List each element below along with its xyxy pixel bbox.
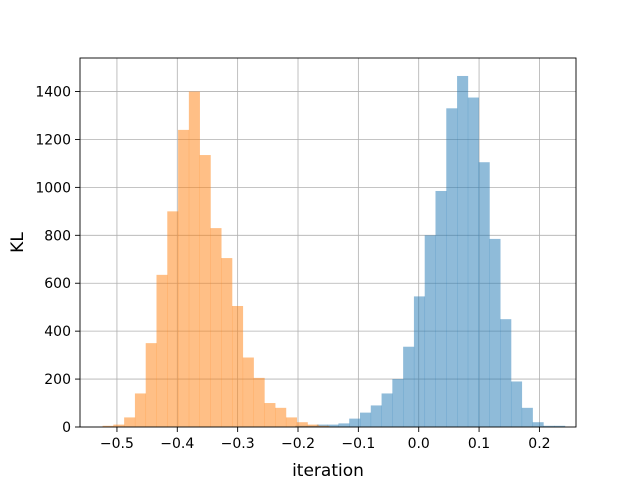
histogram-bar-series-2 [318,425,330,427]
histogram-bar-series-2 [102,425,114,427]
histogram-bar-series-2 [178,129,190,427]
histogram-bar-series-1 [554,425,566,427]
histogram-bar-series-1 [360,412,372,427]
histogram-bars [102,75,566,428]
y-tick-label: 600 [44,276,71,292]
histogram-bar-series-1 [478,162,490,427]
histogram-bar-series-1 [532,422,544,427]
histogram-bar-series-2 [264,403,276,427]
histogram-bar-series-1 [327,424,339,427]
histogram-bar-series-1 [510,381,523,427]
histogram-bar-series-2 [253,377,265,427]
y-tick-label: 200 [44,372,71,388]
histogram-bar-series-2 [156,274,168,427]
histogram-bar-series-1 [521,407,533,427]
y-axis-ticks: 0 200 400 600 800 1000 1200 1400 [35,85,80,436]
y-tick-label: 1400 [35,85,71,101]
x-tick-label: −0.1 [341,436,375,452]
histogram-bar-series-1 [435,190,447,427]
x-axis-label: iteration [292,461,364,480]
histogram-bar-series-2 [242,357,254,427]
x-tick-label: −0.3 [221,436,255,452]
histogram-bar-series-1 [349,418,361,427]
histogram-bar-series-2 [231,305,244,427]
x-tick-label: 0.2 [528,436,550,452]
histogram-bar-series-1 [489,238,501,427]
histogram-bar-series-1 [543,425,555,427]
x-tick-label: −0.4 [160,436,194,452]
histogram-bar-series-2 [124,417,136,427]
histogram-bar-series-1 [370,405,382,427]
histogram-bar-series-2 [307,424,319,427]
histogram-bar-series-1 [500,319,512,427]
histogram-bar-series-1 [457,75,469,428]
histogram-bar-series-2 [134,393,147,427]
histogram-bar-series-1 [381,393,393,427]
plot-frame [79,57,577,428]
histogram-bar-series-1 [413,296,426,427]
histogram-bar-series-1 [424,235,436,427]
histogram-bar-series-1 [392,379,404,427]
y-tick-label: 0 [62,420,71,436]
histogram-bar-series-1 [446,108,458,428]
x-tick-label: 0.0 [408,436,430,452]
x-tick-label: −0.5 [100,436,134,452]
histogram-bar-series-1 [338,423,350,427]
histogram-bar-series-2 [210,228,222,427]
y-tick-label: 1000 [35,180,71,196]
histogram-bar-series-2 [285,417,298,427]
x-tick-label: 0.1 [468,436,490,452]
histogram-bar-series-2 [275,407,287,427]
histogram-bar-series-2 [145,343,157,427]
histogram-bar-series-2 [221,258,233,427]
y-axis-label: KL [8,232,28,253]
histogram-bar-series-2 [167,211,179,427]
histogram-bar-series-2 [296,422,308,427]
x-tick-label: −0.2 [281,436,315,452]
histogram-bar-series-1 [467,97,479,428]
y-tick-label: 400 [44,324,71,340]
y-tick-label: 800 [44,228,71,244]
histogram-bar-series-2 [188,91,200,427]
x-axis-ticks: −0.5 −0.4 −0.3 −0.2 −0.1 0.0 0.1 0.2 [100,427,551,452]
histogram-bar-series-1 [403,346,415,427]
y-tick-label: 1200 [35,132,71,148]
histogram-bar-series-2 [113,424,125,427]
histogram-bar-series-2 [199,155,211,427]
